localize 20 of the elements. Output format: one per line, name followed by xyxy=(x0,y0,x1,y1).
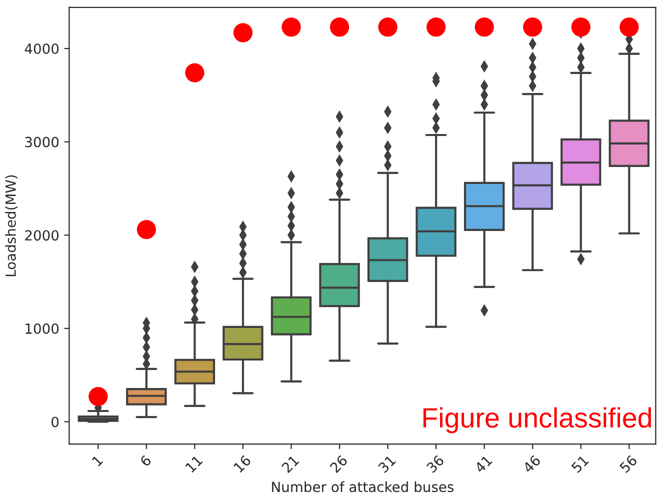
x-tick-label: 21 xyxy=(281,454,300,474)
x-tick-label: 11 xyxy=(185,455,203,473)
x-tick-label: 46 xyxy=(522,454,542,474)
x-tick-label: 36 xyxy=(426,454,445,474)
x-tick-label: 26 xyxy=(329,454,348,474)
x-tick-label: 31 xyxy=(378,454,396,474)
y-tick-label: 3000 xyxy=(25,136,59,148)
x-tick-label: 56 xyxy=(619,454,638,474)
x-axis-title: Number of attacked buses xyxy=(272,481,454,492)
x-tick-label: 41 xyxy=(474,455,492,474)
x-tick-label: 51 xyxy=(570,455,590,474)
y-tick-label: 2000 xyxy=(25,230,59,241)
y-tick-label: 0 xyxy=(52,416,59,428)
annotation: Figure unclassified xyxy=(423,407,651,434)
x-tick-label: 6 xyxy=(139,454,152,467)
y-tick-label: 1000 xyxy=(26,323,59,334)
x-tick-label: 16 xyxy=(233,454,252,473)
y-tick-label: 4000 xyxy=(24,44,59,54)
y-axis-title: Loadshed(MW) xyxy=(5,175,18,276)
x-tick-label: 1 xyxy=(92,455,104,466)
